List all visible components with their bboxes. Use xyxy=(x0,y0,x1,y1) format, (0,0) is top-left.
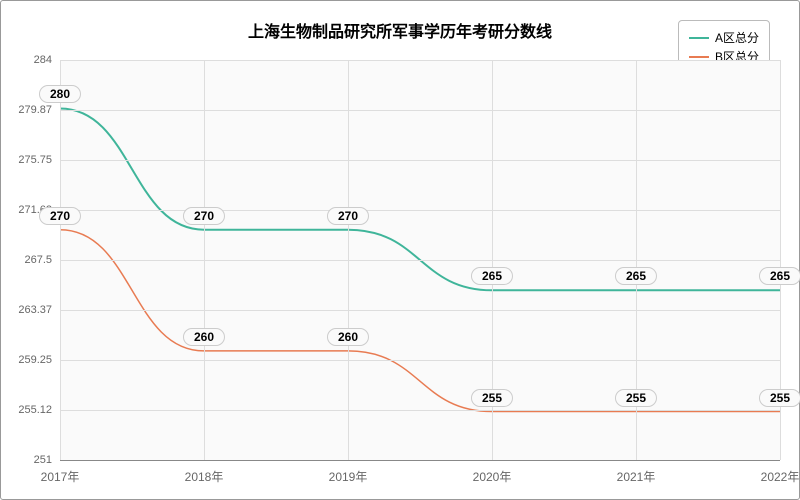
data-label: 255 xyxy=(759,389,800,407)
x-tick-label: 2022年 xyxy=(761,460,800,485)
y-tick-label: 255.12 xyxy=(18,404,60,416)
y-tick-label: 279.87 xyxy=(18,104,60,116)
grid-line-h xyxy=(60,60,780,61)
y-tick-label: 275.75 xyxy=(18,154,60,166)
data-label: 265 xyxy=(615,267,657,285)
data-label: 270 xyxy=(327,207,369,225)
data-label: 255 xyxy=(615,389,657,407)
grid-line-h xyxy=(60,310,780,311)
chart-container: 上海生物制品研究所军事学历年考研分数线 A区总分 B区总分 251255.122… xyxy=(0,0,800,500)
x-tick-label: 2021年 xyxy=(617,460,656,485)
grid-line-h xyxy=(60,210,780,211)
plot-area: 251255.12259.25263.37267.5271.62275.7527… xyxy=(60,60,780,460)
grid-line-v xyxy=(348,60,349,460)
grid-line-v xyxy=(204,60,205,460)
legend-swatch-b xyxy=(689,56,709,58)
x-axis-line xyxy=(60,460,780,461)
x-tick-label: 2017年 xyxy=(41,460,80,485)
x-tick-label: 2020年 xyxy=(473,460,512,485)
data-label: 270 xyxy=(183,207,225,225)
grid-line-h xyxy=(60,410,780,411)
data-label: 260 xyxy=(327,328,369,346)
data-label: 265 xyxy=(759,267,800,285)
grid-line-h xyxy=(60,160,780,161)
series-line xyxy=(60,230,780,412)
x-tick-label: 2019年 xyxy=(329,460,368,485)
data-label: 280 xyxy=(39,85,81,103)
grid-line-h xyxy=(60,260,780,261)
y-tick-label: 263.37 xyxy=(18,304,60,316)
grid-line-v xyxy=(60,60,61,460)
data-label: 255 xyxy=(471,389,513,407)
series-line xyxy=(60,108,780,290)
data-label: 270 xyxy=(39,207,81,225)
y-tick-label: 267.5 xyxy=(24,254,60,266)
chart-title: 上海生物制品研究所军事学历年考研分数线 xyxy=(248,18,552,42)
data-label: 260 xyxy=(183,328,225,346)
y-tick-label: 259.25 xyxy=(18,354,60,366)
legend-item-a: A区总分 xyxy=(689,29,759,46)
x-tick-label: 2018年 xyxy=(185,460,224,485)
grid-line-h xyxy=(60,110,780,111)
legend-swatch-a xyxy=(689,37,709,39)
grid-line-h xyxy=(60,360,780,361)
y-tick-label: 284 xyxy=(34,54,60,66)
legend-label-a: A区总分 xyxy=(715,29,759,46)
data-label: 265 xyxy=(471,267,513,285)
